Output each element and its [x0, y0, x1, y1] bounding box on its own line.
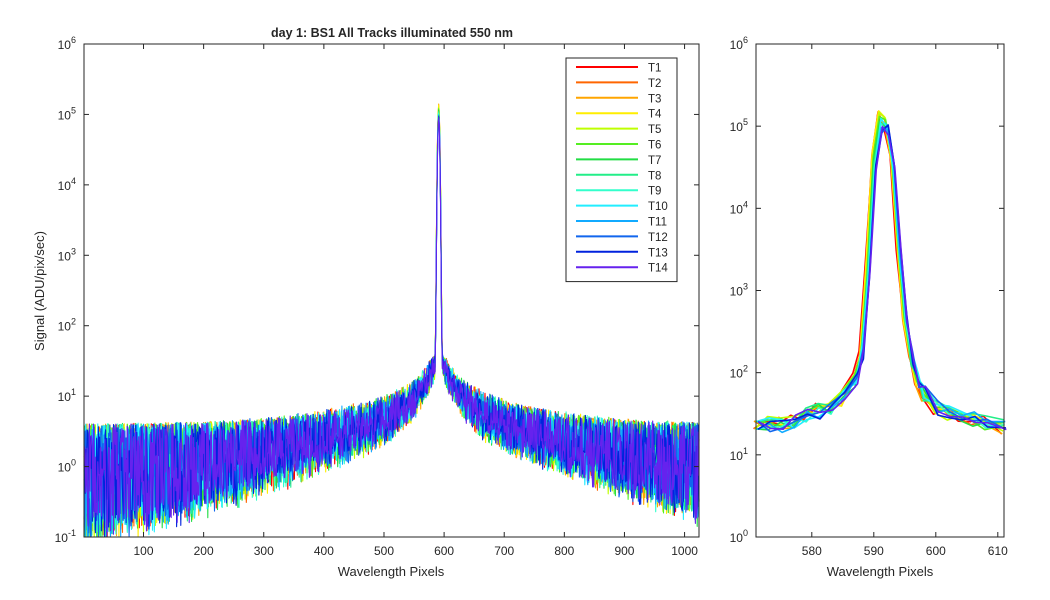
left-axes-group: 100 200 300 400 500 600 700 800 900 100010-110010… [55, 35, 699, 558]
left-y-tick-exponent: 3 [71, 246, 76, 256]
right-y-tick-exponent: 3 [743, 282, 748, 292]
right-y-tick-exponent: 2 [743, 364, 748, 374]
right-y-tick-label: 106 [730, 35, 748, 52]
left-y-tick-exponent: 4 [71, 176, 76, 186]
left-y-tick-base: 10 [58, 320, 72, 334]
right-series-T13 [757, 124, 1007, 430]
right-y-tick-base: 10 [730, 531, 744, 545]
left-y-tick-label: 102 [58, 317, 76, 334]
right-y-tick-base: 10 [730, 38, 744, 52]
left-y-tick-exponent: 6 [71, 35, 76, 45]
left-y-tick-label: 100 [58, 458, 76, 475]
left-x-tick-label: 100 [134, 544, 154, 558]
right-series-T14 [758, 125, 1007, 431]
legend-label: T9 [648, 186, 661, 198]
left-x-tick-label: 800 [554, 544, 574, 558]
left-y-tick-base: 10 [58, 461, 72, 475]
left-series-T14 [83, 117, 700, 537]
right-plot-area [756, 44, 1004, 537]
left-x-tick-label: 900 [614, 544, 634, 558]
left-y-tick-exponent: 5 [71, 105, 76, 115]
left-y-tick-exponent: 2 [71, 317, 76, 327]
left-y-tick-exponent: 1 [71, 387, 76, 397]
legend-label: T8 [648, 170, 661, 182]
legend-label: T1 [648, 63, 661, 75]
legend: T1 T2 T3 T4 T5 T6 T7 T8 T9 T10 T11 T12 T13 T14 [565, 57, 678, 283]
right-y-tick-base: 10 [730, 367, 744, 381]
right-y-tick-label: 103 [730, 282, 748, 299]
left-x-tick-label: 400 [314, 544, 334, 558]
right-y-tick-base: 10 [730, 285, 744, 299]
left-x-tick-label: 300 [254, 544, 274, 558]
left-plot-panel: 100 200 300 400 500 600 700 800 900 100010-110010… [32, 35, 700, 579]
right-y-tick-exponent: 6 [743, 35, 748, 45]
legend-label: T10 [648, 201, 668, 213]
right-plot-frame [755, 43, 1005, 538]
legend-label: T14 [648, 263, 668, 275]
left-y-tick-exponent: -1 [68, 528, 76, 538]
left-y-tick-label: 103 [58, 246, 76, 263]
legend-label: T11 [648, 217, 667, 229]
right-y-tick-label: 101 [730, 446, 748, 463]
legend-label: T5 [648, 124, 661, 136]
right-y-tick-label: 102 [730, 364, 748, 381]
left-y-tick-exponent: 0 [71, 458, 76, 468]
left-y-tick-base: 10 [58, 390, 72, 404]
right-x-tick-label: 610 [988, 544, 1008, 558]
left-y-tick-base: 10 [58, 249, 72, 263]
left-x-tick-label: 200 [194, 544, 214, 558]
legend-label: T7 [648, 155, 661, 167]
left-x-tick-label: 600 [434, 544, 454, 558]
legend-label: T4 [648, 109, 662, 121]
left-y-tick-label: 105 [58, 105, 76, 122]
left-x-tick-label: 700 [494, 544, 514, 558]
left-y-tick-label: 104 [58, 176, 76, 193]
legend-label: T13 [648, 247, 668, 259]
right-series-T10 [756, 117, 1006, 429]
chart-title: day 1: BS1 All Tracks illuminated 550 nm [271, 26, 513, 40]
right-y-tick-label: 104 [730, 199, 748, 216]
left-x-tick-label: 500 [374, 544, 394, 558]
right-y-tick-label: 105 [730, 117, 748, 134]
left-y-tick-base: 10 [58, 38, 72, 52]
legend-label: T12 [648, 232, 668, 244]
left-y-tick-label: 10-1 [55, 528, 76, 545]
right-y-tick-exponent: 1 [743, 446, 748, 456]
left-x-axis-label: Wavelength Pixels [338, 564, 445, 579]
left-y-axis-label: Signal (ADU/pix/sec) [32, 231, 47, 351]
right-y-tick-exponent: 4 [743, 199, 748, 209]
left-y-tick-base: 10 [55, 531, 69, 545]
right-x-axis-label: Wavelength Pixels [827, 564, 934, 579]
right-y-tick-exponent: 0 [743, 528, 748, 538]
right-x-tick-label: 600 [926, 544, 946, 558]
left-y-tick-label: 106 [58, 35, 76, 52]
legend-box [565, 57, 678, 283]
right-series-group [753, 110, 1007, 435]
right-x-tick-label: 590 [864, 544, 884, 558]
left-series-group [83, 103, 700, 537]
right-y-tick-label: 100 [730, 528, 748, 545]
legend-label: T2 [648, 78, 661, 90]
left-x-tick-label: 1000 [671, 544, 698, 558]
right-y-tick-base: 10 [730, 449, 744, 463]
right-x-tick-label: 580 [802, 544, 822, 558]
left-y-tick-base: 10 [58, 108, 72, 122]
right-y-tick-exponent: 5 [743, 117, 748, 127]
right-y-tick-base: 10 [730, 202, 744, 216]
legend-label: T3 [648, 93, 661, 105]
right-y-tick-base: 10 [730, 120, 744, 134]
left-plot-frame [83, 43, 700, 538]
left-y-tick-label: 101 [58, 387, 76, 404]
left-y-tick-base: 10 [58, 179, 72, 193]
legend-label: T6 [648, 140, 661, 152]
